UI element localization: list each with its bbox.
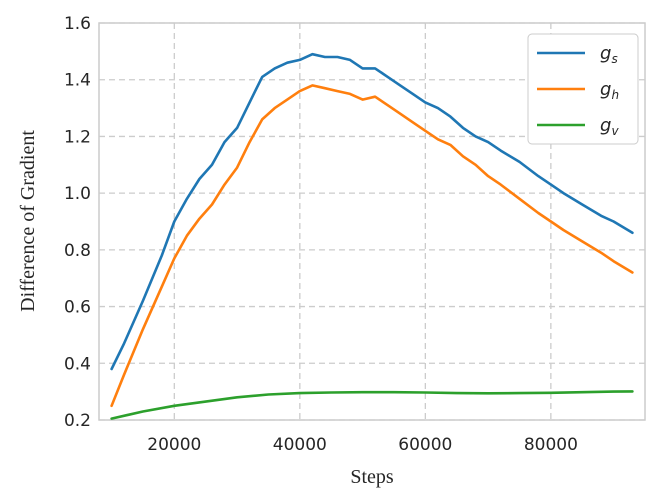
y-tick-labels: 0.2 0.4 0.6 0.8 1.0 1.2 1.4 1.6: [64, 14, 91, 431]
series-layer: [110, 52, 634, 420]
legend-label-base: g: [600, 115, 611, 136]
series-line-s: [110, 52, 634, 371]
y-tick-label: 1.4: [64, 71, 91, 91]
legend-label-v: gv: [600, 115, 619, 138]
x-tick-label: 40000: [273, 435, 327, 455]
series-line-v: [110, 390, 634, 420]
legend-label-subscript: s: [611, 52, 617, 66]
y-tick-label: 0.2: [64, 411, 91, 431]
x-tick-label: 20000: [147, 435, 201, 455]
legend-label-subscript: v: [611, 124, 619, 138]
y-tick-label: 1.2: [64, 127, 91, 147]
legend-label-h: gh: [600, 79, 619, 102]
x-axis-label: Steps: [350, 466, 394, 488]
legend-label-subscript: h: [611, 88, 619, 102]
grid: [99, 22, 645, 421]
legend-label-base: g: [600, 79, 611, 100]
y-tick-label: 1.0: [64, 184, 91, 204]
legend-label-base: g: [600, 43, 611, 64]
y-tick-label: 0.6: [64, 298, 91, 318]
x-tick-label: 80000: [524, 435, 578, 455]
y-tick-label: 0.4: [64, 354, 91, 374]
y-tick-label: 0.8: [64, 241, 91, 261]
y-axis-label: Difference of Gradient: [17, 130, 39, 312]
x-tick-label: 60000: [398, 435, 452, 455]
x-tick-labels: 20000 40000 60000 80000: [147, 435, 578, 455]
series-line-h: [110, 84, 634, 408]
legend-label-s: gs: [600, 43, 618, 66]
plot-frame: [98, 22, 646, 421]
y-tick-label: 1.6: [64, 14, 91, 34]
